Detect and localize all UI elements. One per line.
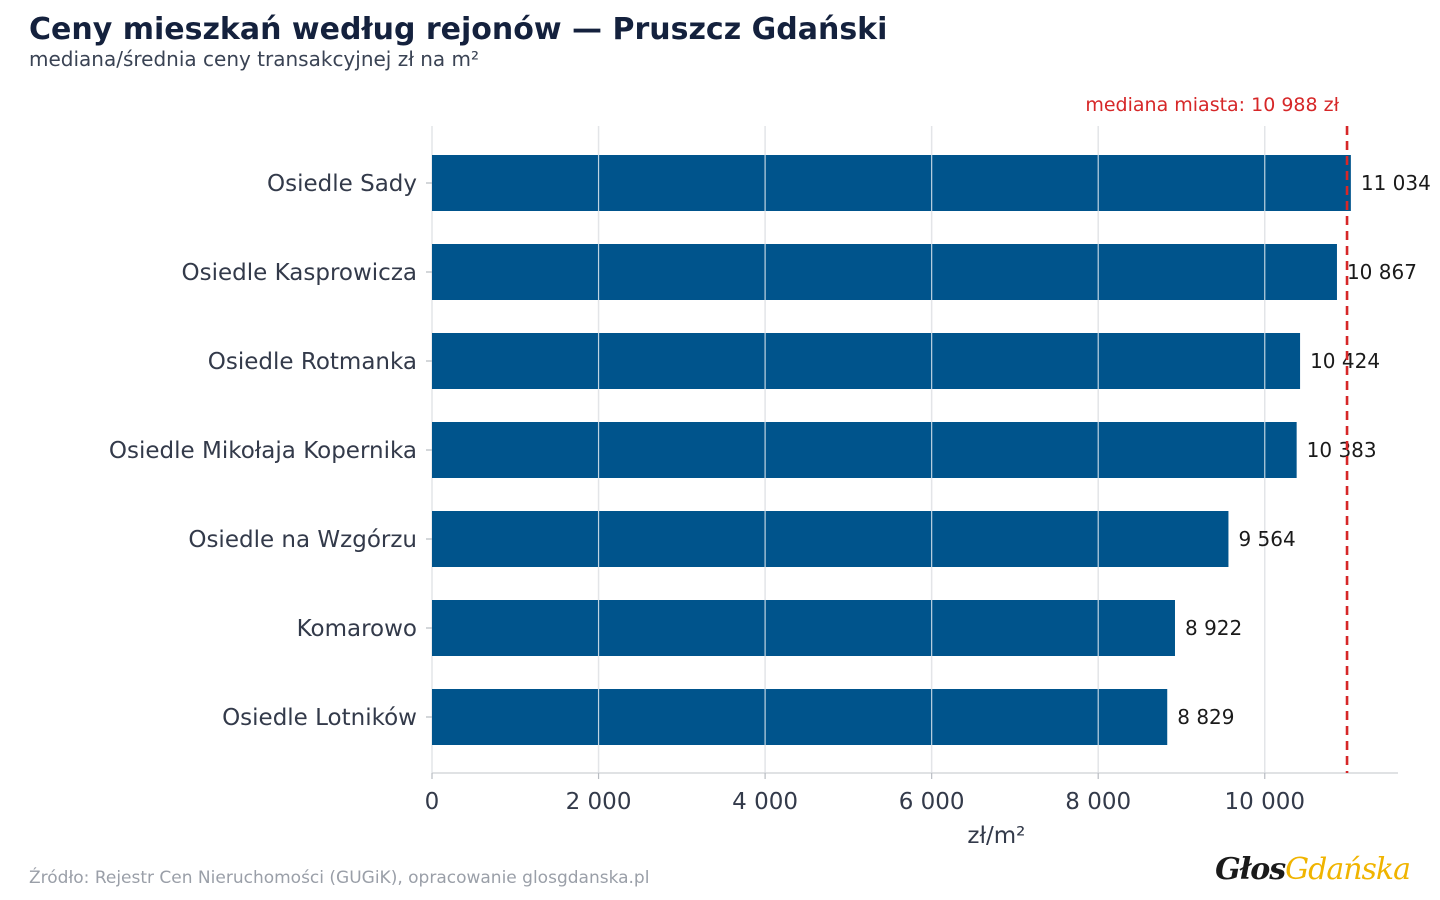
category-label: Osiedle Lotników [222,705,417,731]
category-label: Osiedle Sady [267,171,417,197]
publisher-logo: GłosGdańska [1215,852,1411,887]
category-label: Osiedle Rotmanka [208,349,417,375]
reference-line-group: mediana miasta: 10 988 zł [1085,94,1349,773]
value-label: 11 034 [1361,171,1431,195]
bar [432,422,1297,478]
bar [432,333,1301,389]
x-tick-label: 0 [425,789,440,815]
bar [432,600,1175,656]
value-label: 8 829 [1177,705,1234,729]
category-label: Osiedle na Wzgórzu [188,527,417,553]
x-axis: 0 2 000 4 000 6 000 8 000 10 000 zł/m² [425,182,1398,849]
x-tick-label: 8 000 [1065,789,1131,815]
value-label: 10 383 [1307,438,1377,462]
bar [432,689,1168,745]
category-label: Osiedle Mikołaja Kopernika [109,438,417,464]
reference-line-label: mediana miasta: 10 988 zł [1085,94,1339,116]
x-tick-label: 10 000 [1225,789,1305,815]
bar [432,155,1351,211]
x-tick-label: 6 000 [899,789,965,815]
category-label: Komarowo [297,616,417,642]
chart-title: Ceny mieszkań według rejonów — Pruszcz G… [29,12,888,47]
value-label: 9 564 [1238,527,1295,551]
x-tick-label: 2 000 [566,789,632,815]
bar [432,244,1337,300]
logo-part-2: Gdańska [1285,852,1411,887]
chart-subtitle: mediana/średnia ceny transakcyjnej zł na… [29,47,480,71]
category-label: Osiedle Kasprowicza [182,260,417,286]
value-label: 10 867 [1347,260,1417,284]
bar [432,511,1229,567]
logo-part-1: Głos [1215,852,1286,887]
x-tick-label: 4 000 [732,789,798,815]
value-label: 10 424 [1310,349,1380,373]
source-note: Źródło: Rejestr Cen Nieruchomości (GUGiK… [29,868,650,888]
value-label: 8 922 [1185,616,1242,640]
labels: Osiedle Sady 11 034 Osiedle Kasprowicza 10 … [109,171,1431,731]
bars [432,155,1351,745]
x-axis-title: zł/m² [967,823,1025,849]
